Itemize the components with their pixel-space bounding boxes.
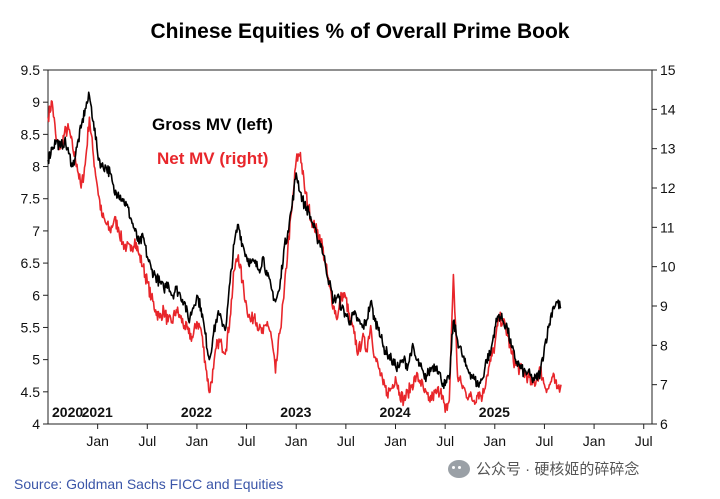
x-axis-tick-label: Jan [583,433,606,449]
left-axis-tick-label: 4 [32,416,40,432]
x-axis-tick-label: Jan [86,433,109,449]
plot-frame [47,69,653,425]
right-axis-tick-label: 7 [660,377,668,393]
left-axis-tick-label: 4.5 [21,384,41,400]
watermark-text: 公众号 · 硬核姬的碎碎念 [476,461,640,478]
right-axis-tick-label: 12 [660,180,676,196]
wechat-icon [448,459,470,478]
x-axis-tick-label: Jan [384,433,407,449]
series-line-gross-mv [47,91,562,390]
right-axis-tick-label: 11 [660,219,675,235]
source-note: Source: Goldman Sachs FICC and Equities [14,476,284,492]
x-axis-tick-label: Jan [285,433,308,449]
right-axis-tick-label: 9 [660,298,668,314]
right-axis-tick-label: 15 [660,62,676,78]
watermark: 公众号 · 硬核姬的碎碎念 [448,458,639,479]
left-axis-tick-label: 6 [32,287,40,303]
right-axis-tick-label: 13 [660,141,676,157]
left-axis-tick-label: 8.5 [21,126,41,142]
legend-gross-mv: Gross MV (left) [152,115,273,134]
x-axis-tick-label: Jul [337,433,355,449]
left-axis-tick-label: 7 [32,223,40,239]
series-line-net-mv [47,100,562,413]
year-label: 2023 [280,404,311,420]
x-axis-tick-label: Jul [535,433,553,449]
chart-title: Chinese Equities % of Overall Prime Book [150,20,570,43]
x-axis-tick-label: Jul [635,433,653,449]
left-axis-tick-label: 6.5 [21,255,41,271]
year-label: 2025 [479,404,510,420]
left-axis-tick-label: 9 [32,94,40,110]
year-label: 2022 [181,404,212,420]
year-label: 2020 [52,404,83,420]
right-axis-tick-label: 10 [660,259,676,275]
left-axis-tick-label: 5.5 [21,319,41,335]
right-axis-tick-label: 6 [660,416,668,432]
x-axis-tick-label: Jul [138,433,156,449]
year-label: 2024 [380,404,411,420]
left-axis-tick-label: 8 [32,159,40,175]
x-axis-tick-label: Jul [238,433,256,449]
x-axis-tick-label: Jan [186,433,209,449]
year-label: 2021 [82,404,113,420]
left-axis-tick-label: 9.5 [21,62,41,78]
legend-net-mv: Net MV (right) [157,149,268,168]
x-axis-tick-label: Jan [484,433,507,449]
right-axis-tick-label: 8 [660,337,668,353]
right-axis-tick-label: 14 [660,101,676,117]
left-axis-tick-label: 5 [32,352,40,368]
left-axis-tick-label: 7.5 [21,191,41,207]
x-axis-tick-label: Jul [436,433,454,449]
